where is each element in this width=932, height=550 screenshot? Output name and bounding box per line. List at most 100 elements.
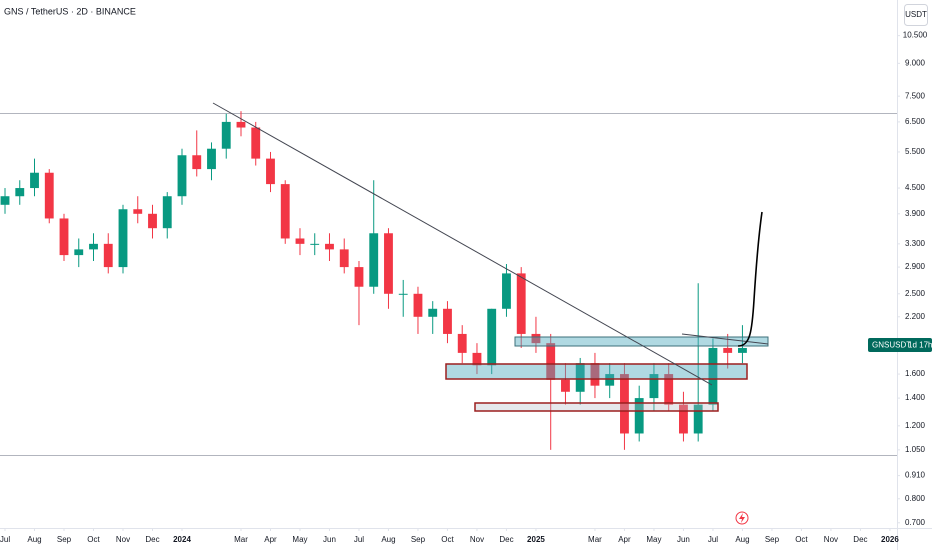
candle-body <box>472 352 482 366</box>
candle-body <box>398 293 408 295</box>
candle-body <box>487 308 497 366</box>
zone-box <box>445 363 748 380</box>
candle-body <box>177 155 187 197</box>
x-tick-label: 2026 <box>881 535 899 544</box>
candle-body <box>531 333 541 344</box>
x-tick-label: 2024 <box>173 535 191 544</box>
candle-body <box>413 293 423 317</box>
candles <box>0 111 747 450</box>
x-tick-label: Jul <box>0 535 10 544</box>
candle-body <box>162 196 172 229</box>
x-tick-label: Jun <box>323 535 336 544</box>
zone-box <box>474 402 719 412</box>
x-tick-label: Aug <box>381 535 395 544</box>
candle-body <box>339 249 349 268</box>
candle-body <box>634 398 644 434</box>
candle-body <box>443 308 452 334</box>
candle-body <box>708 347 718 405</box>
candle-body <box>295 238 305 244</box>
y-tick-label: 6.500 <box>905 117 926 126</box>
candle-body <box>516 273 526 334</box>
candle-body <box>74 249 84 256</box>
candle-body <box>0 196 10 205</box>
x-tick-label: Mar <box>234 535 248 544</box>
x-tick-label: Jun <box>677 535 690 544</box>
candle-body <box>561 379 570 392</box>
candle-body <box>310 243 320 245</box>
x-tick-label: Oct <box>795 535 808 544</box>
candle-body <box>546 343 556 380</box>
candle-body <box>148 213 157 229</box>
candle-body <box>280 184 290 239</box>
x-tick-label: Nov <box>824 535 838 544</box>
candle-body <box>192 155 202 170</box>
candle-body <box>89 243 98 250</box>
x-tick-label: Jul <box>708 535 718 544</box>
candle-body <box>384 233 393 294</box>
candle-body <box>354 267 364 287</box>
x-tick-label: Sep <box>57 535 72 544</box>
trend-line <box>681 333 769 345</box>
candle-body <box>457 333 467 353</box>
x-tick-label: Jul <box>354 535 364 544</box>
x-tick-label: Dec <box>145 535 159 544</box>
candle-body <box>103 243 113 268</box>
candle-body <box>221 121 231 149</box>
x-tick-label: Aug <box>735 535 749 544</box>
y-tick-label: 5.500 <box>905 147 926 156</box>
chart-title: GNS / TetherUS · 2D · BINANCE <box>4 6 136 16</box>
candle-body <box>133 209 143 214</box>
x-tick-label: Dec <box>499 535 513 544</box>
countdown-label: 1d 17h <box>908 341 932 350</box>
candle-body <box>679 404 688 434</box>
y-tick-label: 1.050 <box>905 445 926 454</box>
x-tick-label: Apr <box>264 535 277 544</box>
currency-button-label[interactable]: USDT <box>905 10 927 19</box>
x-tick-label: 2025 <box>527 535 545 544</box>
candle-body <box>620 374 629 434</box>
y-tick-label: 0.800 <box>905 494 926 503</box>
candle-body <box>649 374 659 399</box>
symbol-label: GNSUSDT <box>872 341 911 350</box>
x-tick-label: May <box>646 535 661 544</box>
y-tick-label: 10.500 <box>903 31 928 40</box>
candle-body <box>30 172 39 189</box>
candle-body <box>325 243 334 250</box>
x-tick-label: Sep <box>411 535 426 544</box>
zone-box <box>514 336 769 347</box>
x-tick-label: Nov <box>116 535 130 544</box>
candle-body <box>44 172 54 219</box>
y-tick-label: 2.500 <box>905 289 926 298</box>
y-tick-label: 3.900 <box>905 209 926 218</box>
y-tick-label: 4.500 <box>905 183 926 192</box>
candle-body <box>723 347 733 353</box>
projection-curve <box>737 211 763 347</box>
candle-body <box>15 188 25 197</box>
candle-body <box>738 347 747 353</box>
event-icon-bolt <box>739 513 745 523</box>
candle-body <box>118 209 128 268</box>
x-tick-label: Nov <box>470 535 484 544</box>
y-tick-label: 7.500 <box>905 91 926 100</box>
x-tick-label: May <box>292 535 307 544</box>
candle-body <box>428 308 438 317</box>
candle-body <box>266 158 275 185</box>
candle-body <box>575 363 585 392</box>
candle-body <box>236 121 246 128</box>
candle-body <box>664 374 674 405</box>
y-tick-label: 0.910 <box>905 471 926 480</box>
x-tick-label: Sep <box>765 535 780 544</box>
y-tick-label: 1.200 <box>905 421 926 430</box>
candle-body <box>251 127 261 159</box>
x-tick-label: Oct <box>87 535 100 544</box>
candle-body <box>59 218 69 256</box>
candle-body <box>605 374 615 386</box>
candle-body <box>590 363 600 386</box>
y-tick-label: 3.300 <box>905 239 926 248</box>
y-tick-label: 1.600 <box>905 369 926 378</box>
candle-body <box>207 148 216 170</box>
currency-button[interactable] <box>904 4 928 26</box>
